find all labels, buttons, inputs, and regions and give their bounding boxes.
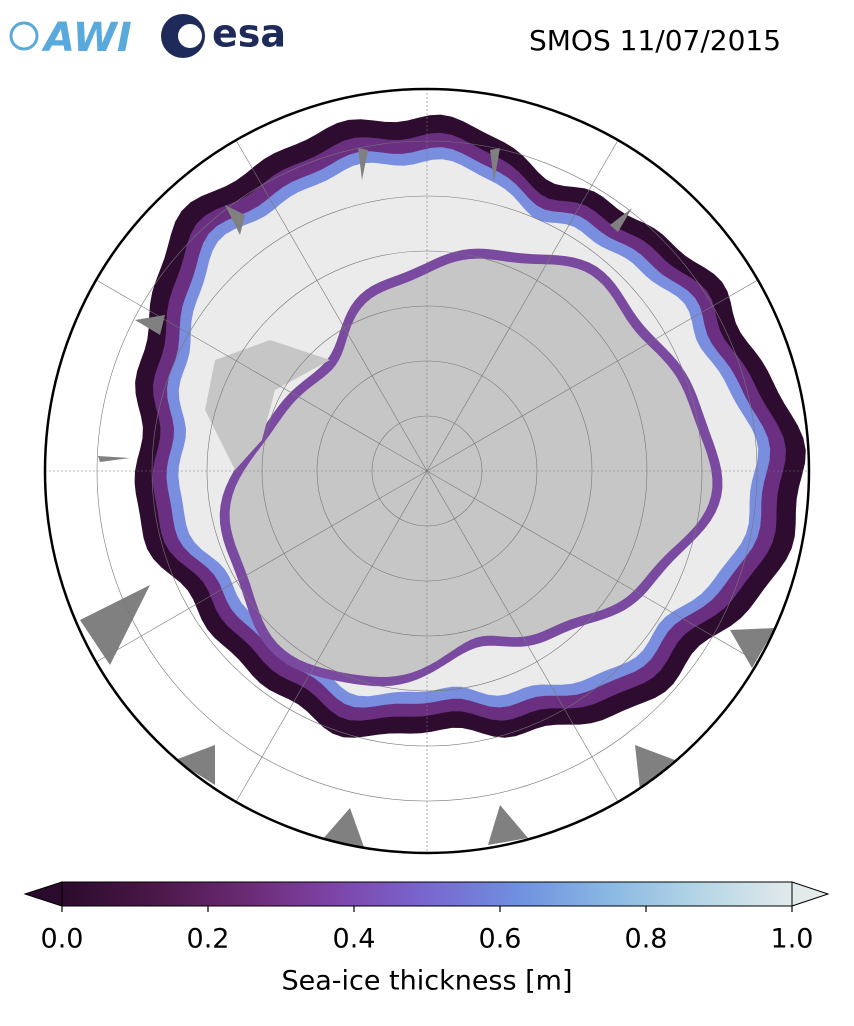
- globe-border: [43, 87, 811, 855]
- colorbar: 0.0 0.2 0.4 0.6 0.8 1.0: [23, 881, 830, 955]
- land: [610, 208, 632, 232]
- title: SMOS 11/07/2015: [529, 24, 781, 57]
- colorbar-extend-low: [23, 881, 63, 907]
- map-body: [45, 89, 809, 853]
- graticule: [89, 275, 765, 667]
- awi-logo: AWI: [9, 15, 132, 61]
- land: [358, 148, 368, 180]
- land: [225, 205, 245, 235]
- esa-icon-inner: [178, 24, 202, 48]
- colorbar-label: Sea-ice thickness [m]: [281, 966, 572, 997]
- colorbar-gradient: [61, 881, 793, 907]
- land: [98, 456, 130, 462]
- colorbar-tick-label: 1.0: [771, 924, 814, 955]
- colorbar-extend-high: [791, 881, 830, 907]
- colorbar-tick-label: 0.4: [333, 924, 376, 955]
- land: [135, 315, 165, 335]
- land: [730, 628, 775, 668]
- colorbar-tick-label: 0.0: [41, 924, 84, 955]
- land: [490, 148, 500, 182]
- antarctica: [229, 258, 713, 677]
- land: [175, 745, 215, 785]
- colorbar-tick-label: 0.2: [187, 924, 230, 955]
- map: [43, 87, 811, 855]
- colorbar-tick-label: 0.6: [479, 924, 522, 955]
- land: [488, 805, 528, 845]
- awi-icon: [9, 21, 39, 51]
- esa-logo: esa: [161, 12, 286, 58]
- land: [322, 808, 365, 850]
- esa-text: esa: [212, 12, 286, 56]
- colorbar-tick-label: 0.8: [625, 924, 668, 955]
- peninsula: [205, 340, 330, 470]
- land: [635, 745, 675, 790]
- awi-text: AWI: [41, 15, 132, 61]
- land: [80, 585, 150, 665]
